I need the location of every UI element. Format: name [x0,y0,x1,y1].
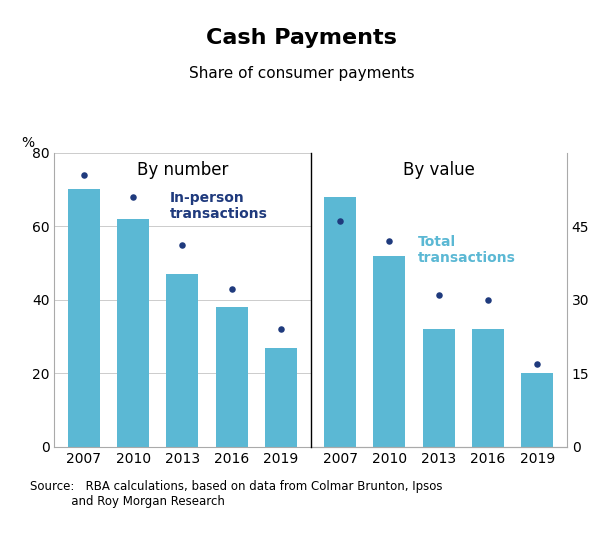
Point [483,295,493,304]
Point [532,359,542,368]
Bar [423,329,455,447]
Point [335,217,345,226]
Point [178,240,188,249]
Text: Cash Payments: Cash Payments [206,28,397,48]
Text: By value: By value [403,161,475,179]
Point [434,290,444,299]
Bar [265,348,297,447]
Text: Source:   RBA calculations, based on data from Colmar Brunton, Ipsos
           : Source: RBA calculations, based on data … [30,480,443,507]
Text: In-person
transactions: In-person transactions [169,191,268,221]
Text: %: % [21,136,34,150]
Bar [166,274,198,447]
Bar [117,219,149,447]
Bar [68,189,100,447]
Point [79,170,89,179]
Text: By number: By number [137,161,228,179]
Point [276,325,286,334]
Text: Share of consumer payments: Share of consumer payments [189,66,414,81]
Point [385,237,394,245]
Bar [216,307,248,447]
Point [227,284,236,293]
Bar [324,197,356,447]
Bar [521,373,554,447]
Bar [373,256,405,447]
Point [128,192,138,201]
Text: Total
transactions: Total transactions [418,235,516,265]
Bar [472,329,504,447]
